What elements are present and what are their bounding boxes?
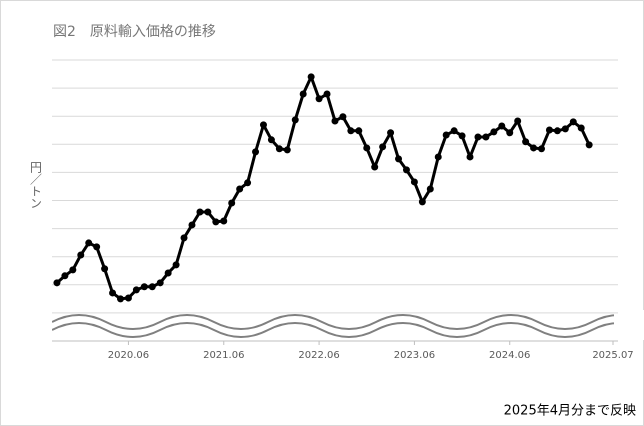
point (522, 138, 530, 146)
point (188, 221, 196, 229)
point (363, 144, 371, 152)
point (466, 153, 474, 161)
point (212, 218, 220, 226)
point (418, 198, 426, 206)
point (252, 148, 260, 156)
point (228, 199, 236, 207)
point (410, 178, 418, 186)
point (291, 116, 299, 124)
point (244, 179, 252, 187)
point (379, 143, 387, 151)
point (569, 118, 577, 126)
point (172, 261, 180, 269)
point (259, 121, 267, 129)
point (148, 283, 156, 291)
x-tick-label: 2020.06 (108, 350, 149, 361)
point (331, 117, 339, 125)
chart-title: 図2 原料輸入価格の推移 (53, 24, 216, 40)
point (283, 146, 291, 154)
point (236, 185, 244, 193)
point (140, 283, 148, 291)
point (450, 127, 458, 135)
point (204, 208, 212, 216)
point (577, 124, 585, 132)
point (498, 122, 506, 130)
note: 2025年4月分まで反映 (504, 404, 636, 419)
point (458, 132, 466, 140)
point (434, 153, 442, 161)
point (490, 128, 498, 136)
point (514, 117, 522, 125)
point (93, 243, 101, 251)
point (355, 127, 363, 135)
point (387, 129, 395, 137)
point (402, 166, 410, 174)
point (116, 295, 124, 303)
x-tick-label: 2024.06 (489, 350, 530, 361)
point (395, 155, 403, 163)
point (101, 265, 109, 273)
point (442, 131, 450, 139)
x-tick-label: 2022.06 (298, 350, 339, 361)
point (77, 251, 85, 259)
point (426, 185, 434, 193)
point (315, 95, 323, 103)
point (482, 133, 490, 141)
point (545, 126, 553, 134)
x-tick-label: 2023.06 (394, 350, 435, 361)
point (69, 266, 77, 274)
point (180, 234, 188, 242)
point (585, 141, 593, 149)
point (164, 269, 172, 277)
point (275, 145, 283, 153)
break-mask (40, 310, 52, 340)
y-axis-label: 円／トン (29, 161, 43, 209)
point (347, 127, 355, 135)
x-tick-label: 2025.07 (592, 350, 633, 361)
point (196, 208, 204, 216)
point (61, 272, 69, 280)
point (553, 127, 561, 135)
point (156, 279, 164, 287)
break-mask (614, 310, 644, 340)
point (53, 279, 61, 287)
point (561, 125, 569, 133)
point (85, 239, 93, 247)
x-tick-label: 2021.06 (203, 350, 244, 361)
point (220, 217, 228, 225)
point (109, 289, 117, 297)
point (323, 90, 331, 98)
point (538, 145, 546, 153)
point (299, 90, 307, 98)
point (506, 129, 514, 137)
point (307, 73, 315, 81)
axis-break (51, 322, 644, 338)
point (371, 163, 379, 171)
point (132, 286, 140, 294)
point (267, 136, 275, 144)
point (474, 133, 482, 141)
point (339, 113, 347, 121)
point (530, 144, 538, 152)
point (124, 294, 132, 302)
axis-break (51, 314, 644, 330)
